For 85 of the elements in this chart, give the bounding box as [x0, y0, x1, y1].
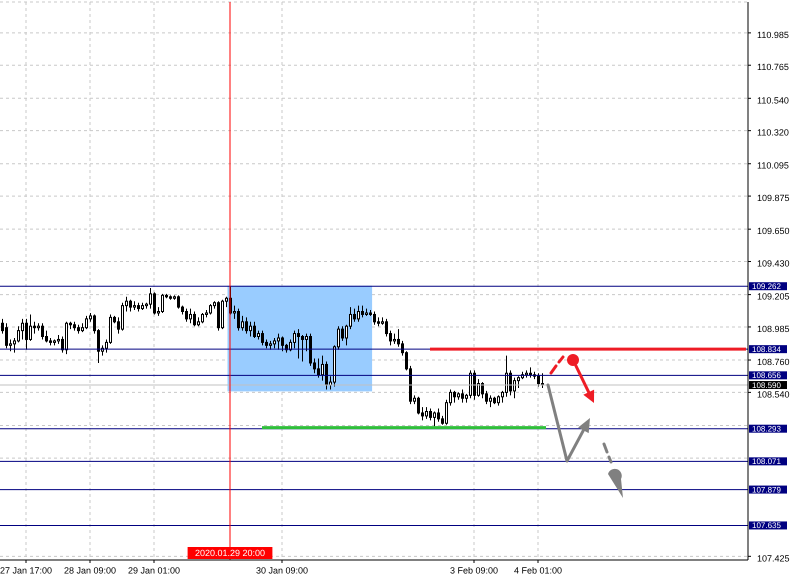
candlestick — [357, 305, 360, 322]
candlestick — [361, 305, 364, 318]
candlestick — [481, 382, 484, 399]
candlestick — [509, 370, 512, 396]
candlestick — [201, 312, 204, 324]
candlestick — [253, 321, 256, 338]
x-tick-label: 30 Jan 09:00 — [256, 565, 308, 576]
ref-line-label: 107.635 — [752, 521, 782, 530]
candlestick — [293, 330, 296, 349]
candlestick — [21, 318, 24, 340]
y-tick-label: 109.430 — [757, 258, 790, 268]
candlestick — [273, 337, 276, 349]
candlestick — [325, 361, 328, 390]
ref-line-label: 108.071 — [752, 457, 782, 466]
candlestick — [185, 308, 188, 322]
y-tick-label: 109.205 — [757, 292, 790, 302]
candlestick — [513, 377, 516, 399]
ref-line-label: 109.262 — [752, 282, 782, 292]
ref-line-label: 108.656 — [752, 371, 782, 380]
x-tick-label: 4 Feb 01:00 — [514, 565, 562, 576]
candlestick — [161, 293, 164, 314]
candlestick — [121, 302, 124, 332]
candlestick — [353, 308, 356, 322]
candlestick — [537, 372, 540, 387]
y-tick-label: 110.095 — [757, 160, 789, 171]
candlestick — [17, 326, 20, 343]
x-tick-label: 3 Feb 09:00 — [450, 565, 498, 576]
x-tick-label: 27 Jan 17:00 — [0, 565, 52, 576]
candlestick — [41, 322, 44, 340]
candlestick — [417, 396, 420, 415]
candlestick — [241, 315, 244, 332]
candlestick — [85, 315, 88, 330]
candlestick — [297, 328, 300, 360]
candlestick — [393, 333, 396, 344]
candlestick — [29, 314, 32, 342]
ref-line-label: 108.590 — [752, 380, 782, 390]
y-tick-label: 107.425 — [757, 553, 790, 564]
candlestick — [529, 366, 532, 378]
candlestick — [277, 333, 280, 350]
candlestick — [129, 299, 132, 312]
candlestick — [5, 322, 8, 349]
ref-line-label: 108.834 — [752, 344, 782, 354]
y-tick-label: 110.320 — [757, 128, 789, 138]
candlestick — [517, 376, 520, 388]
y-tick-label: 110.765 — [757, 62, 789, 72]
candlestick — [177, 294, 180, 310]
candlestick — [193, 311, 196, 327]
candlestick — [453, 390, 456, 404]
candlestick — [153, 292, 156, 315]
candlestick — [461, 388, 464, 404]
x-tick-label: 28 Jan 09:00 — [64, 565, 116, 576]
x-tick-label: 2020.01.29 20:00 — [194, 548, 266, 558]
candlestick — [473, 370, 476, 400]
candlestick — [433, 410, 436, 427]
candlestick — [497, 394, 500, 406]
y-tick-label: 110.985 — [757, 30, 789, 40]
ref-line-label: 108.293 — [752, 424, 782, 434]
candlestick — [237, 308, 240, 332]
candlestick — [209, 304, 212, 315]
candlestick — [429, 408, 432, 421]
candlestick — [261, 330, 264, 346]
y-tick-label: 108.985 — [757, 324, 790, 334]
candlestick — [245, 316, 248, 334]
candlestick — [505, 355, 508, 398]
candlestick — [249, 321, 252, 338]
candlestick — [373, 311, 376, 326]
candlestick — [489, 394, 492, 408]
candlestick — [437, 408, 440, 422]
x-tick-label: 29 Jan 01:00 — [128, 565, 180, 576]
y-tick-label: 109.875 — [757, 193, 790, 204]
candlestick — [425, 406, 428, 420]
candlestick — [281, 336, 284, 352]
y-tick-label: 108.540 — [757, 389, 790, 400]
candlestick — [25, 318, 28, 350]
candlestick — [385, 318, 388, 338]
y-tick-label: 110.540 — [757, 95, 789, 106]
candlestick — [149, 287, 152, 310]
candlestick — [317, 358, 320, 378]
ref-line-label: 107.879 — [752, 485, 782, 494]
candlestick — [189, 308, 192, 324]
candlestick — [469, 370, 472, 399]
y-tick-label: 109.650 — [757, 226, 790, 236]
candlestick — [321, 355, 324, 382]
y-tick-label: 108.760 — [757, 356, 790, 367]
candlestick — [301, 334, 304, 362]
